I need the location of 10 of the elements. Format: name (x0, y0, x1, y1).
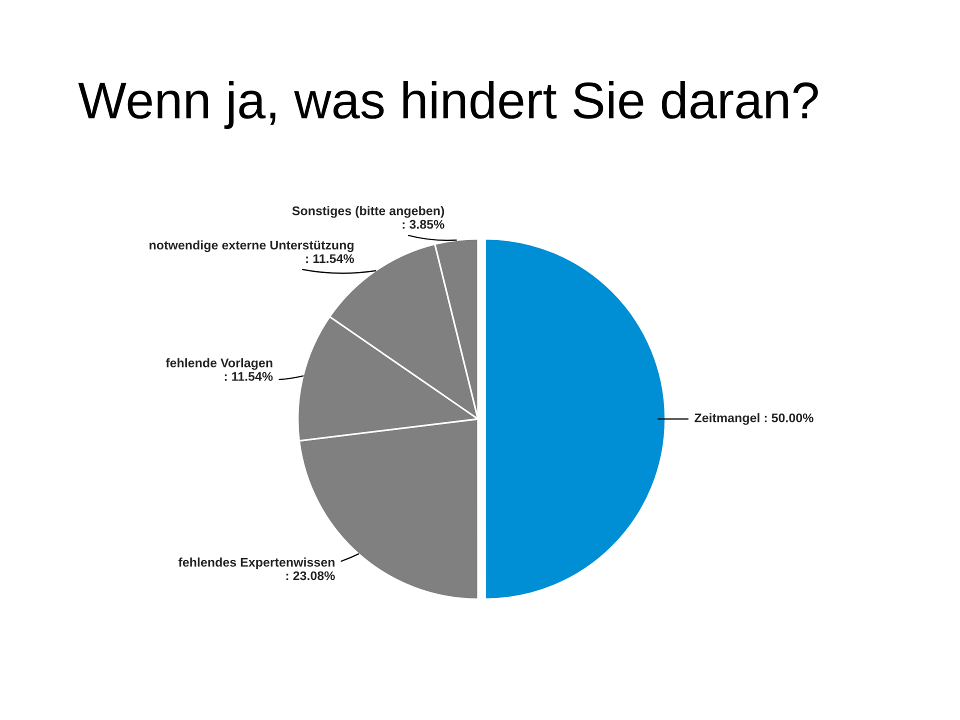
data-label: : 23.08% (286, 571, 335, 580)
slice-label: Sonstiges (bitte angeben) (292, 206, 444, 218)
slice-label: notwendige externe Unterstützung (150, 240, 354, 252)
data-label: : 11.54% (224, 372, 273, 381)
data-label: : 3.85% (402, 220, 444, 229)
slice-label: Zeitmangel : 50.00% (694, 413, 814, 425)
data-label: : 11.54% (306, 254, 354, 264)
slice-label: fehlendes Expertenwissen (178, 558, 334, 570)
chart-title: Wenn ja, was hindert Sie daran? (78, 81, 818, 129)
slice-label: fehlende Vorlagen (166, 358, 272, 370)
